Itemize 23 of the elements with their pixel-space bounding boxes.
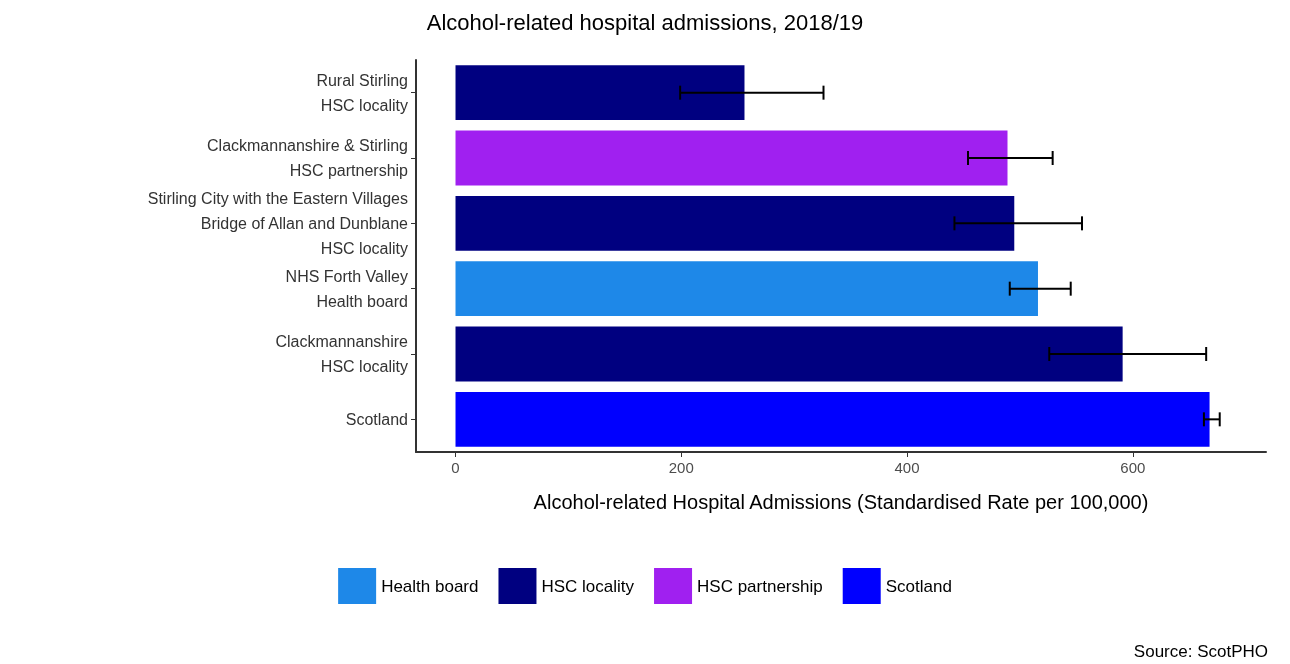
x-tick-label: 0: [451, 459, 460, 476]
x-tick-label: 600: [1120, 459, 1146, 476]
legend-label: Health board: [381, 576, 479, 596]
y-tick-label: Scotland: [345, 410, 408, 428]
chart-title: Alcohol-related hospital admissions, 2018/19: [426, 9, 864, 35]
bar: [455, 195, 1015, 251]
y-tick-label: NHS Forth Valley Health board: [285, 267, 408, 310]
y-tick-label: Clackmannanshire & Stirling HSC partnership: [207, 137, 409, 179]
bar: [455, 391, 1210, 447]
bar: [455, 261, 1038, 317]
x-tick-label: 200: [668, 459, 694, 476]
x-tick-label: 400: [894, 459, 920, 476]
y-tick-label: Rural Stirling HSC locality: [316, 71, 408, 114]
legend-label: HSC partnership: [697, 576, 823, 596]
y-tick-label: Stirling City with the Eastern Villages Bridge of Allan and Dunblane HSC locality: [147, 189, 409, 257]
y-tick-label: Clackmannanshire HSC locality: [275, 333, 409, 375]
bar: [455, 65, 745, 121]
bar: [455, 130, 1008, 186]
bar: [455, 326, 1123, 382]
legend-label: Scotland: [885, 576, 952, 596]
x-axis-title: Alcohol-related Hospital Admissions (Standardised Rate per 100,000): [533, 491, 1149, 513]
source-note: Source: ScotPHO: [1133, 642, 1269, 661]
legend-label: HSC locality: [541, 576, 635, 596]
